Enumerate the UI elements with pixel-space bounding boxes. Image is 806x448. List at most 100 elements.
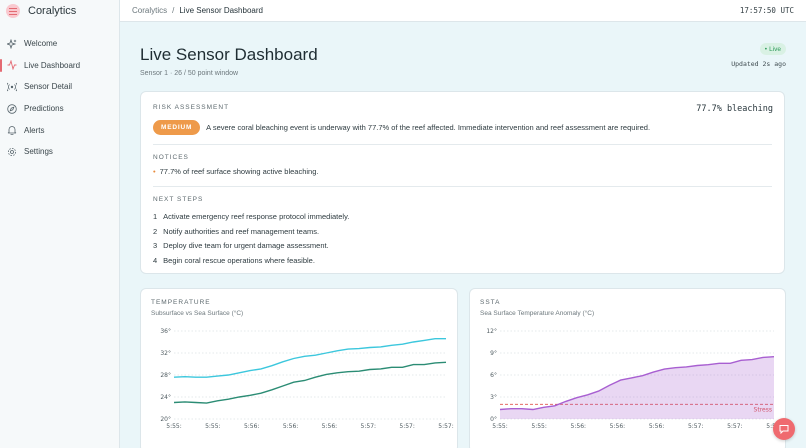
chart-title: SSTA [480, 299, 501, 306]
y-tick-label: 9° [490, 350, 497, 357]
step-number: 4 [153, 255, 158, 265]
sidebar-item-label: Sensor Detail [24, 82, 73, 92]
next-steps-list: 1 Activate emergency reef response protoc… [153, 209, 349, 268]
list-item: 2 Notify authorities and reef management … [153, 224, 349, 239]
x-tick-label: 5:57: [438, 423, 454, 430]
sidebar-item-label: Live Dashboard [24, 60, 81, 70]
temperature-chart-card: TEMPERATURE Subsurface vs Sea Surface (°… [140, 288, 458, 448]
divider [153, 144, 772, 145]
sidebar-item-predictions[interactable]: Predictions [0, 98, 119, 120]
y-tick-label: 32° [160, 350, 171, 357]
top-bar: Coralytics / Live Sensor Dashboard 17:57:5… [120, 0, 806, 22]
chat-button[interactable] [773, 418, 795, 440]
risk-summary: MEDIUM A severe coral bleaching event is… [153, 120, 650, 135]
y-tick-label: 3° [490, 394, 497, 401]
series-area [500, 356, 774, 419]
step-number: 1 [153, 211, 158, 221]
y-tick-label: 20° [160, 416, 171, 423]
y-tick-label: 12° [486, 328, 497, 335]
x-tick-label: 5:57: [727, 423, 743, 430]
series-line [499, 356, 775, 411]
sparkle-icon [7, 38, 17, 49]
live-label: Live [769, 45, 781, 53]
x-tick-label: 5:57: [361, 423, 377, 430]
compass-icon [7, 103, 17, 114]
x-tick-label: 5:56: [322, 423, 338, 430]
step-number: 2 [153, 226, 158, 236]
step-text: Deploy dive team for urgent damage asses… [163, 241, 329, 251]
sidebar-item-label: Settings [24, 147, 53, 157]
sidebar-item-label: Predictions [24, 104, 64, 114]
sidebar-item-settings[interactable]: Settings [0, 141, 119, 163]
step-text: Activate emergency reef response protoco… [163, 211, 350, 221]
x-tick-label: 5:57: [399, 423, 415, 430]
y-tick-label: 28° [160, 372, 171, 379]
list-item: 3 Deploy dive team for urgent damage asse… [153, 238, 349, 253]
sidebar-item-label: Welcome [24, 39, 58, 49]
step-text: Notify authorities and reef management t… [163, 226, 320, 236]
utc-clock: 17:57:50 UTC [739, 6, 794, 15]
x-tick-label: 5:55: [166, 423, 182, 430]
x-tick-label: 5:56: [244, 423, 260, 430]
breadcrumb-current: Live Sensor Dashboard [179, 6, 263, 15]
list-item: 1 Activate emergency reef response protoc… [153, 209, 349, 224]
risk-level-badge: MEDIUM [153, 120, 201, 135]
step-text: Begin coral rescue operations where feas… [163, 255, 315, 265]
step-number: 3 [153, 241, 158, 251]
page-title: Live Sensor Dashboard [140, 45, 318, 64]
chart-title: TEMPERATURE [151, 299, 211, 306]
risk-assessment-card: RISK ASSESSMENT 77.7% bleaching MEDIUM A… [140, 91, 785, 274]
chart-subtitle: Subsurface vs Sea Surface (°C) [151, 310, 244, 317]
list-item: 4 Begin coral rescue operations where fea… [153, 253, 349, 268]
next-steps-label: NEXT STEPS [153, 196, 204, 203]
live-dot-icon: • [764, 45, 768, 53]
sidebar-nav: Welcome Live Dashboard Sensor Detail Pre… [0, 33, 119, 163]
sidebar-item-sensor-detail[interactable]: Sensor Detail [0, 76, 119, 98]
breadcrumb-separator: / [172, 6, 175, 15]
app-name: Coralytics [28, 5, 77, 17]
gear-icon [7, 147, 17, 157]
risk-description: A severe coral bleaching event is underw… [206, 123, 651, 132]
notices-label: NOTICES [153, 154, 189, 161]
chat-icon [779, 425, 789, 434]
series-line [173, 338, 446, 378]
breadcrumb-root[interactable]: Coralytics [132, 6, 168, 15]
sidebar: Coralytics Welcome Live Dashboard Sensor… [0, 0, 120, 448]
x-tick-label: 5:55: [205, 423, 221, 430]
bullet-icon: • [153, 167, 156, 176]
x-tick-label: 5:56: [610, 423, 626, 430]
bleaching-percentage: 77.7% bleaching [696, 104, 773, 114]
menu-icon[interactable] [6, 4, 20, 18]
temperature-chart: 36°32°28°24°20°5:55: 5:55: 5:56: 5:56: 5:56:… [160, 328, 454, 430]
series-line [173, 361, 447, 404]
notice-text: 77.7% of reef surface showing active ble… [159, 167, 319, 176]
live-badge: • Live [759, 43, 786, 55]
breadcrumb: Coralytics / Live Sensor Dashboard [132, 6, 263, 15]
x-tick-label: 5:56: [283, 423, 299, 430]
brand: Coralytics [0, 0, 119, 22]
bell-icon [7, 125, 17, 136]
pulse-icon [7, 60, 17, 71]
page-subtitle: Sensor 1 · 26 / 50 point window [140, 70, 239, 77]
notice-item: • 77.7% of reef surface showing active b… [153, 167, 319, 176]
sidebar-item-welcome[interactable]: Welcome [0, 33, 119, 55]
y-tick-label: 0° [490, 416, 497, 423]
x-tick-label: 5:55: [531, 423, 547, 430]
threshold-label: Stress [754, 406, 772, 413]
y-tick-label: 36° [160, 328, 171, 335]
ssta-chart-card: SSTA Sea Surface Temperature Anomaly (°C… [469, 288, 786, 448]
y-tick-label: 6° [490, 372, 497, 379]
x-tick-label: 5:56: [649, 423, 665, 430]
ssta-chart: 12°9°6°3°0°5:55: 5:55: 5:56: 5:56: 5:56: 5:57… [486, 328, 781, 430]
radio-icon [7, 82, 17, 92]
y-tick-label: 24° [160, 394, 171, 401]
risk-assessment-label: RISK ASSESSMENT [153, 104, 230, 111]
x-tick-label: 5:56: [571, 423, 587, 430]
sidebar-item-label: Alerts [24, 125, 45, 135]
chart-subtitle: Sea Surface Temperature Anomaly (°C) [480, 310, 595, 317]
updated-status: Updated 2s ago [731, 60, 786, 68]
sidebar-item-live-dashboard[interactable]: Live Dashboard [0, 55, 119, 77]
sidebar-item-alerts[interactable]: Alerts [0, 119, 119, 141]
divider [153, 186, 772, 187]
x-tick-label: 5:57: [688, 423, 704, 430]
